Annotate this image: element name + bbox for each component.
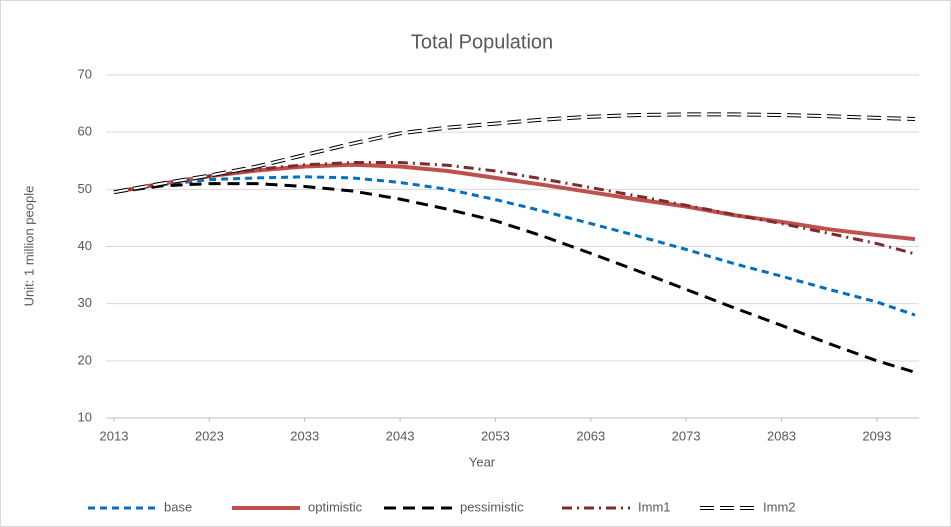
x-tick-label: 2013: [100, 428, 129, 443]
series-line: [113, 182, 916, 374]
x-tick-label: 2083: [767, 428, 796, 443]
y-tick-label: 30: [78, 295, 92, 310]
x-tick-label: 2043: [386, 428, 415, 443]
x-tick-label: 2093: [862, 428, 891, 443]
y-tick-label: 10: [78, 409, 92, 424]
series-line: [113, 161, 916, 256]
legend-label: pessimistic: [460, 499, 524, 514]
x-tick-label: 2033: [290, 428, 319, 443]
x-tick-label: 2023: [195, 428, 224, 443]
y-tick-label: 60: [78, 124, 92, 139]
y-tick-label: 20: [78, 352, 92, 367]
y-tick-label: 40: [78, 238, 92, 253]
legend-label: Imm1: [638, 499, 671, 514]
y-axis-label: Unit: 1 million people: [21, 186, 36, 307]
x-axis-label: Year: [469, 454, 496, 469]
legend-label: Imm2: [763, 499, 796, 514]
y-tick-label: 50: [78, 181, 92, 196]
series-line: [113, 175, 916, 317]
x-tick-label: 2073: [672, 428, 701, 443]
series-line-inner: [113, 113, 916, 194]
chart-title: Total Population: [411, 31, 553, 53]
x-tick-label: 2053: [481, 428, 510, 443]
legend-label: optimistic: [308, 499, 363, 514]
y-tick-label: 70: [78, 66, 92, 81]
legend-label: base: [164, 499, 192, 514]
x-tick-label: 2063: [576, 428, 605, 443]
